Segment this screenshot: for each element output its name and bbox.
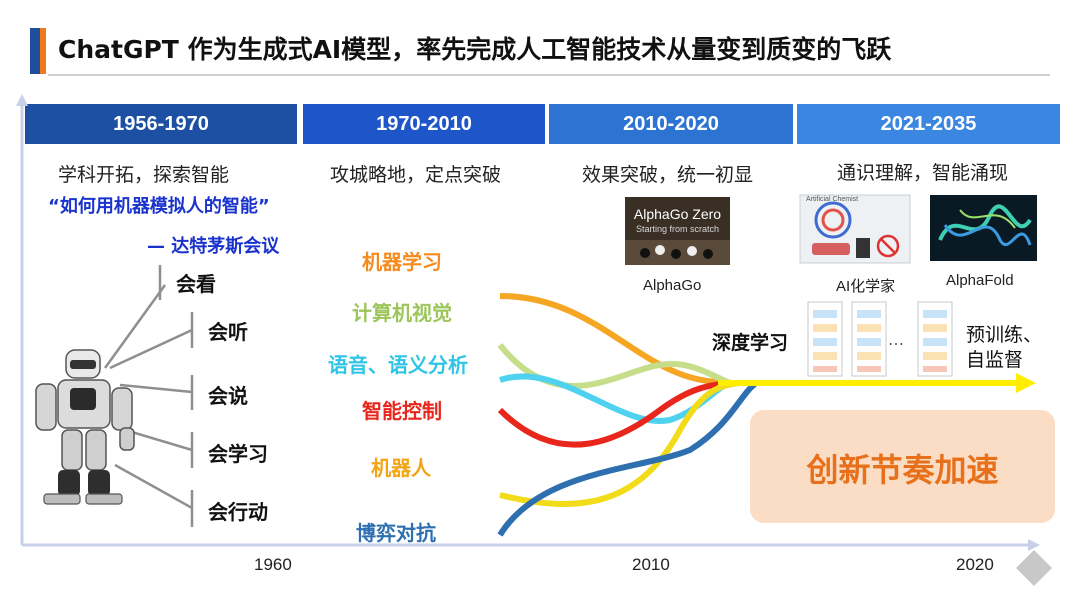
y-axis-arrowhead [16,94,28,106]
field-speech-semantics: 语音、语义分析 [328,353,468,377]
title-accent-bar [30,28,40,74]
era-subtitle-4: 通识理解，智能涌现 [837,162,1009,184]
year-2020: 2020 [956,555,994,574]
alphago-image [625,197,730,265]
field-machine-learning: 机器学习 [362,250,442,274]
year-1960: 1960 [254,555,292,574]
dartmouth-source: — 达特茅斯会议 [147,236,280,257]
x-axis-arrowhead [1028,539,1040,551]
era-header-2: 1970-2010 [303,104,545,144]
robot-icon [35,349,135,505]
corner-diamond-icon [1016,550,1052,586]
ability-hear: 会听 [208,320,248,344]
curve-intelligent-control [497,380,736,448]
era-header-3: 2010-2020 [549,104,793,144]
progress-arrowhead [1016,373,1036,393]
curve-machine-learning [499,293,721,385]
deep-learning-label: 深度学习 [712,332,789,354]
alphafold-label: AlphaFold [946,272,1014,289]
field-robotics: 机器人 [371,456,431,480]
curve-speech-semantics [499,373,732,424]
alphafold-image [930,195,1037,261]
alphago-image-caption: AlphaGo Zero [633,206,722,222]
ability-learn: 会学习 [208,442,268,466]
alphago-image-subcaption: Starting from scratch [635,224,720,234]
title-divider [48,74,1050,76]
transformer-diagram-1 [807,301,843,377]
era-header-4: 2021-2035 [797,104,1060,144]
field-computer-vision: 计算机视觉 [352,301,452,325]
ai-chemist-label: AI化学家 [836,278,896,295]
curve-game-playing [497,381,757,537]
field-intelligent-control: 智能控制 [362,399,442,423]
era-subtitle-1: 学科开拓，探索智能 [58,164,230,186]
ability-speak: 会说 [208,384,248,408]
self-supervised-label: 自监督 [966,349,1024,371]
year-2010: 2010 [632,555,670,574]
pretrain-label: 预训练、 [966,324,1043,346]
ai-chemist-image [799,194,911,264]
acceleration-box [750,410,1055,523]
ellipsis: … [888,330,904,349]
alphago-label: AlphaGo [643,277,702,294]
ai-chemist-image-header: Artificial Chemist [806,196,859,203]
era-subtitle-3: 效果突破，统一初显 [582,164,754,186]
acceleration-label: 创新节奏加速 [806,451,999,489]
era-subtitle-2: 攻城略地，定点突破 [330,164,502,186]
page-title: ChatGPT 作为生成式AI模型，率先完成人工智能技术从量变到质变的飞跃 [58,35,892,64]
era-header-1: 1956-1970 [25,104,297,144]
field-game-playing: 博弈对抗 [356,521,436,545]
dartmouth-quote: “如何用机器模拟人的智能” [48,196,270,217]
ability-see: 会看 [176,272,216,296]
ability-act: 会行动 [208,500,268,524]
title-accent-bar-orange [40,28,46,74]
transformer-diagram-2 [851,301,887,377]
transformer-diagram-3 [917,301,953,377]
